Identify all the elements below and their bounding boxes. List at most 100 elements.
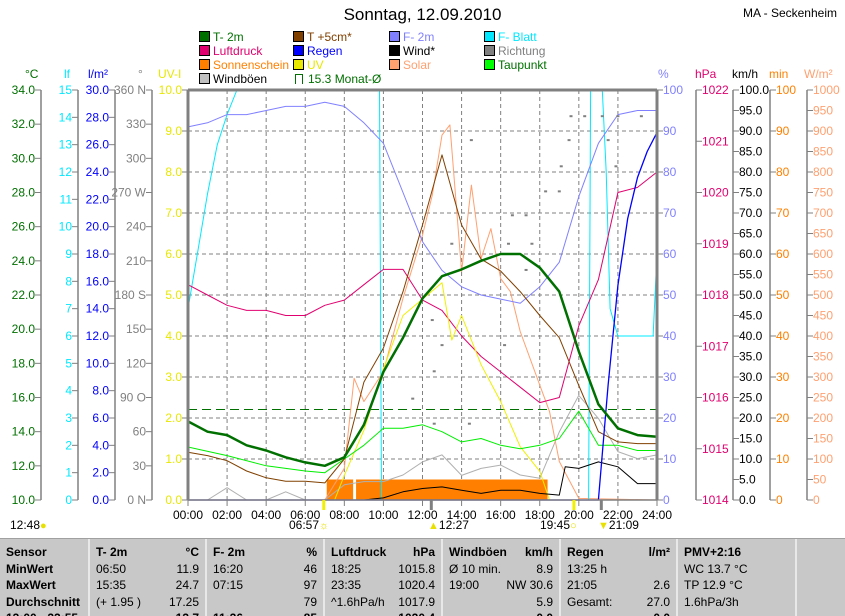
axis-tick-label-lm2: 8.0 [92,384,109,398]
wind-direction-point [583,115,587,118]
wind-direction-point [440,344,444,347]
axis-tick-label-lf: 10 [59,220,73,234]
legend-label: Sonnenschein [213,58,290,72]
axis-tick-label-wm2: 0 [813,493,820,507]
table-column-6: PMV+2:16 WC 13.7 °C TP 12.9 °C 1.6hPa/3h [676,539,795,616]
legend-item-solar: Solar [389,58,431,72]
cell-left-value: ^1.6hPa/h [331,595,385,609]
wind-direction-point [600,115,604,118]
axis-tick-label-deg: 270 W [111,186,146,200]
axis-tick-label-pct: 30 [663,370,677,384]
axis-tick-label-kmh: 20.0 [739,411,763,425]
x-axis-tick-label: 00:00 [173,508,203,522]
x-axis-tick-label: 06:00 [290,508,320,522]
axis-tick-label-wm2: 400 [813,329,833,343]
wind-direction-point [557,190,561,193]
column-name: Luftdruck [331,545,387,559]
axis-tick-label-kmh: 95.0 [739,104,763,118]
table-header-cell: Luftdruck hPa [325,544,441,560]
table-cell: 0.0 [561,610,676,616]
axis-tick-label-lm2: 4.0 [92,438,109,452]
axis-tick-label-kmh: 100.0 [739,83,769,97]
axis-tick-label-uv: 7.0 [165,206,182,220]
table-cell: (+ 1.95 ) 17.25 [90,594,205,610]
axis-tick-label-kmh: 45.0 [739,309,763,323]
color-swatch-icon [389,59,400,70]
axis-tick-label-deg: 120 [126,356,146,370]
table-cell: MaxWert [0,577,88,593]
wind-direction-point [430,319,434,322]
row-label: Durchschnitt [6,595,81,609]
axis-tick-label-wm2: 50 [813,473,827,487]
axis-tick-label-kmh: 85.0 [739,145,763,159]
axis-tick-label-pct: 50 [663,288,677,302]
axis-tick-label-kmh: 15.0 [739,432,763,446]
table-cell: 0.0 [443,610,559,616]
cell-left-value: 11:26 [213,610,243,616]
sunset-icon: ○ [570,520,577,532]
cell-right-value: 97 [303,578,317,592]
axis-tick-label-uv: 0.0 [165,493,182,507]
table-column-empty [795,539,845,616]
axis-tick-label-lf: 15 [59,83,73,97]
legend-label: Luftdruck [213,44,263,58]
wind-direction-point [530,242,534,245]
table-cell: 21:05 2.6 [561,577,676,593]
legend-item-uv: UV [293,58,324,72]
axis-tick-label-kmh: 55.0 [739,268,763,282]
wind-direction-point [469,139,473,142]
legend-item-regen: Regen [293,44,342,58]
table-header-cell: PMV+2:16 [678,544,795,560]
axis-tick-label-kmh: 5.0 [739,473,756,487]
legend-item-t2m: T- 2m [199,30,244,44]
axis-tick-label-lm2: 14.0 [86,302,110,316]
column-name: Sensor [6,545,47,559]
astro-sunrise: 06:57☼ [289,518,329,532]
axis-tick-label-pct: 90 [663,124,677,138]
axis-tick-label-deg: 210 [126,254,146,268]
axis-tick-label-min: 20 [776,411,790,425]
axis-unit-label-lm2: l/m² [88,67,108,81]
cell-right-value: 13.7 [176,610,199,616]
axis-tick-label-wm2: 200 [813,411,833,425]
axis-tick-label-uv: 9.0 [165,124,182,138]
series-t2m [187,252,658,468]
row-label: MaxWert [6,578,56,592]
color-swatch-icon [199,31,210,42]
table-cell: 06:50 11.9 [90,561,205,577]
legend-label: Solar [403,58,432,72]
legend-item-fblatt: F- Blatt [484,30,537,44]
axis-unit-label-hpa: hPa [695,67,717,81]
wind-direction-point [524,214,528,217]
axis-tick-label-uv: 4.0 [165,329,182,343]
cell-right-value: 1020.4 [398,610,435,616]
column-name: F- 2m [213,545,246,559]
cell-right-value: 24.7 [175,578,199,592]
cell-right-value: 11.9 [176,562,199,576]
axis-tick-label-degC: 12.0 [12,459,36,473]
table-header-cell: T- 2m °C [90,544,205,560]
axis-tick-label-kmh: 75.0 [739,186,763,200]
color-swatch-icon [199,59,210,70]
axis-tick-label-kmh: 25.0 [739,391,763,405]
cell-left-value: 15:35 [96,578,127,592]
x-axis-tick-label: 18:00 [525,508,555,522]
cell-right-value: 0.0 [536,610,553,616]
moon-icon: ● [40,520,47,532]
table-cell: 18:25 1015.8 [325,561,441,577]
axis-unit-label-wm2: W/m² [804,67,833,81]
axis-tick-label-wm2: 450 [813,309,833,323]
axis-tick-label-hpa: 1022 [702,83,729,97]
axis-tick-label-pct: 20 [663,411,677,425]
legend-item-t5cm: T +5cm* [293,30,352,44]
row-label: 13:00 - 22:55 [6,610,78,616]
sunrise-icon: ☼ [319,520,330,532]
axis-tick-label-min: 70 [776,206,790,220]
axis-unit-label-uv: UV-I [158,67,181,81]
axis-tick-label-lf: 14 [59,110,73,124]
table-column-2: F- 2m% 16:20 46 07:15 97 79 11:26 85 [205,539,323,616]
table-column-5: Regen l/m² 13:25 h 21:05 2.6 Gesamt: 27.00.0 [559,539,676,616]
wind-direction-point [432,422,436,425]
legend-label: Taupunkt [498,58,547,72]
axis-tick-label-hpa: 1019 [702,237,729,251]
